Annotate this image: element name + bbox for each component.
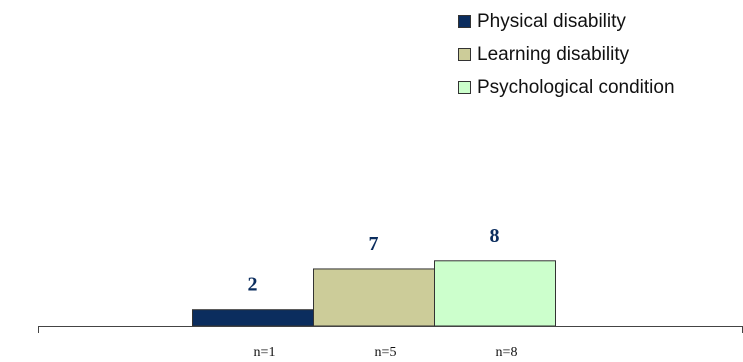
bar-psychological	[434, 260, 556, 327]
legend-item-psychological: Psychological condition	[458, 71, 675, 104]
legend-label-learning: Learning disability	[477, 43, 630, 65]
legend: Physical disability Learning disability …	[458, 5, 675, 104]
tick-labels-group: n=1 n=5 n=8	[254, 345, 518, 360]
bars-group	[192, 260, 556, 327]
legend-item-learning: Learning disability	[458, 38, 675, 71]
legend-swatch-psychological	[458, 81, 471, 94]
legend-label-physical: Physical disability	[477, 10, 626, 32]
value-label-learning: 7	[369, 233, 379, 255]
bar-physical	[192, 309, 314, 327]
legend-swatch-physical	[458, 15, 471, 28]
legend-swatch-learning	[458, 48, 471, 61]
value-labels-group: 2 7 8	[248, 225, 500, 296]
tick-label-learning: n=5	[375, 345, 397, 360]
bar-learning	[313, 268, 435, 327]
value-label-psychological: 8	[490, 225, 500, 247]
value-label-physical: 2	[248, 274, 258, 296]
legend-item-physical: Physical disability	[458, 5, 675, 38]
tick-label-physical: n=1	[254, 345, 276, 360]
legend-label-psychological: Psychological condition	[477, 76, 675, 98]
tick-label-psychological: n=8	[496, 345, 518, 360]
